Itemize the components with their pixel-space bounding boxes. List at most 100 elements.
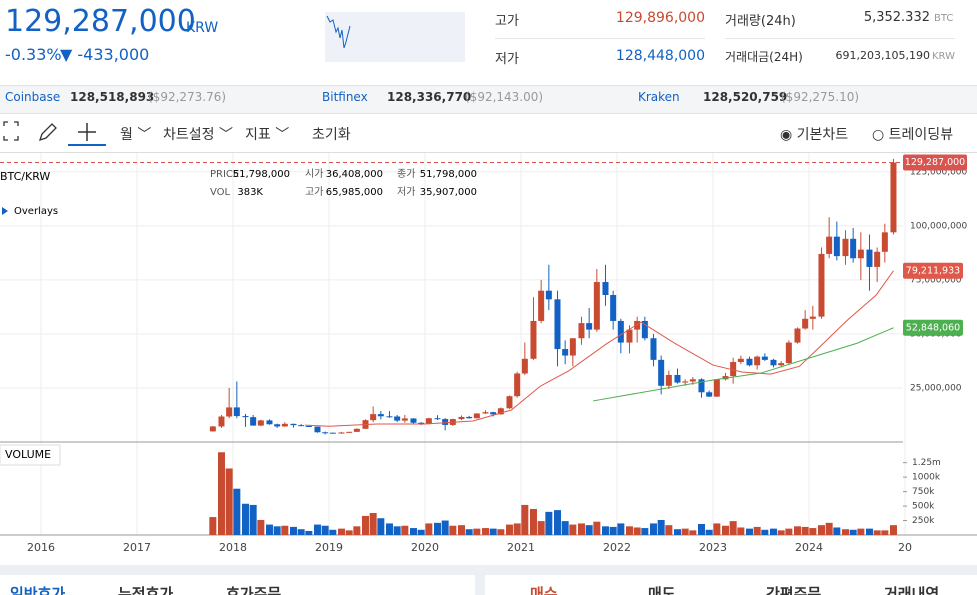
moving-average [592, 327, 894, 402]
volume-bar [609, 526, 617, 535]
volume-bar [505, 524, 513, 535]
x-tick-label: 2016 [27, 541, 55, 554]
volume-bar [473, 528, 481, 535]
volume-bar [409, 528, 417, 535]
volume-bar [441, 520, 449, 535]
candle-body [257, 420, 264, 426]
volume-bar [265, 524, 273, 535]
tradingview-radio[interactable]: ○ 트레이딩뷰 [872, 127, 954, 143]
tab: 거래내역 [884, 585, 940, 595]
volume-bar [537, 521, 545, 535]
volume-bar [481, 528, 489, 535]
candle-body [377, 414, 384, 417]
candle-body [329, 432, 336, 434]
volume-bar [729, 521, 737, 535]
candle-body [754, 356, 761, 366]
period-select[interactable]: 월 ﹀ [120, 127, 152, 143]
volume-bar [273, 526, 281, 535]
legend-label: 시가 [305, 168, 323, 180]
candle-body [761, 356, 768, 360]
settings-menu[interactable]: 차트설정 ﹀ [163, 127, 233, 143]
price-tag [903, 154, 967, 171]
volume-value: 5,352.332 [863, 10, 930, 25]
volume-bar [289, 526, 297, 535]
indicator-menu[interactable]: 지표 ﹀ [245, 127, 290, 143]
basic-chart-radio[interactable]: ◉ 기본차트 [780, 127, 849, 143]
candle-body [521, 358, 528, 374]
candle-body [881, 232, 888, 252]
volume-bar [233, 488, 241, 535]
volume-bar [841, 529, 849, 535]
volume-bar [217, 452, 225, 535]
volume-bar [241, 503, 249, 535]
volume-bar [281, 525, 289, 535]
reset-button[interactable]: 초기화 [312, 127, 351, 143]
x-tick-label: 2017 [123, 541, 151, 554]
volume-bar [745, 528, 753, 535]
candle-body [281, 423, 288, 427]
overlays: Overlays [14, 206, 58, 217]
volume-bar [873, 530, 881, 535]
legend-value: 51,798,000 [233, 169, 290, 180]
x-tick-label: 20 [898, 541, 912, 554]
legend-value: 51,798,000 [420, 169, 477, 180]
candle-body [538, 290, 545, 321]
exchange-usd: ($92,275.10) [781, 90, 860, 104]
turnover-unit: KRW [932, 51, 955, 62]
candle-body [682, 381, 689, 383]
candle-body [610, 295, 617, 321]
exchange-bar [0, 85, 977, 114]
volume-bar [721, 525, 729, 535]
volume-bar [401, 525, 409, 535]
volume-bar [617, 523, 625, 535]
volume-bar [513, 523, 521, 535]
candle-body [650, 338, 657, 360]
volume-bar [801, 526, 809, 535]
volume-bar [857, 528, 865, 535]
currency: KRW [186, 20, 219, 36]
value-tag [903, 319, 963, 336]
candle-body [874, 251, 881, 267]
candle-body [305, 426, 312, 428]
volume-bar [257, 519, 265, 535]
candle-body [569, 338, 576, 356]
volume-bar [705, 529, 713, 535]
indicators: 지표 [245, 127, 271, 143]
volume-bar [625, 526, 633, 535]
candle-body [514, 373, 521, 397]
volume-bar [329, 529, 337, 535]
price-tag-label: 129,287,000 [905, 157, 965, 168]
exchange-name: Kraken [638, 90, 680, 104]
candle-body [497, 408, 504, 415]
candle-body [578, 323, 585, 339]
candle-body [665, 374, 672, 386]
candle-body [545, 290, 552, 300]
candle-body [737, 358, 744, 363]
candle-body [322, 432, 329, 434]
candle-body [554, 299, 561, 350]
volume-bar [569, 524, 577, 535]
volume-bar [673, 529, 681, 535]
v-tick-label: 500k [912, 502, 935, 512]
volume-bar [353, 526, 361, 535]
volume-bar [321, 525, 329, 535]
volume-bar [753, 526, 761, 535]
candle-body [794, 328, 801, 343]
tab: 매도 [648, 585, 676, 595]
volume-bar [561, 521, 569, 535]
legend-label: PRICE [210, 169, 239, 180]
volume-bar [377, 518, 385, 535]
volume-bar [689, 530, 697, 535]
legend-value: 35,907,000 [420, 187, 477, 198]
tradingview: 트레이딩뷰 [888, 127, 954, 143]
volume-bar [737, 527, 745, 535]
candle-body [778, 363, 785, 366]
candle-body [410, 418, 417, 423]
separator [495, 38, 705, 39]
volume-bar [425, 523, 433, 535]
candle-body [218, 416, 225, 427]
volume-bar [697, 524, 705, 535]
volume-bar [225, 468, 233, 535]
volume-bar [417, 529, 425, 535]
volume-bar [817, 525, 825, 535]
